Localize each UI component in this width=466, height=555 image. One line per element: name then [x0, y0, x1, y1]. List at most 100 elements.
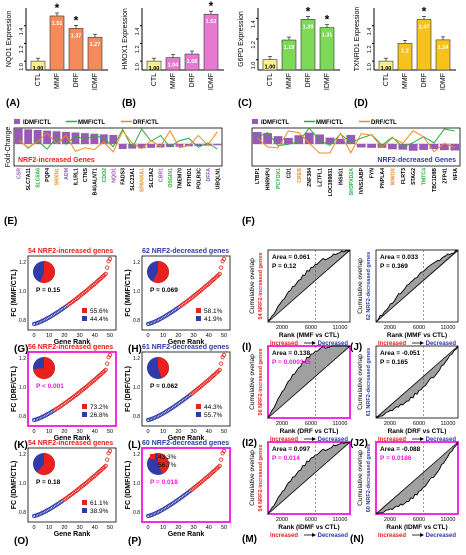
gene-label: PITHD1 [187, 168, 193, 187]
legend-swatch-down [82, 412, 87, 417]
fc-bar [194, 143, 203, 146]
x-tick-label: CTL [151, 73, 158, 86]
significance-star: * [306, 4, 311, 18]
p-value: P = 0.0186 [380, 455, 412, 462]
y-tick-label: 1.0 [133, 481, 140, 487]
y-axis-label: FC (DRF/CTL) [11, 366, 18, 412]
fc-bar [440, 143, 449, 151]
gene-label: SLC7A11 [26, 168, 32, 191]
gene-label: B4GALNT1 [92, 168, 98, 195]
data-label: 1.2 [401, 48, 409, 54]
data-point [103, 367, 108, 372]
panel-label: (C) [238, 98, 252, 109]
panel-label: (M) [242, 534, 257, 545]
y-axis-sublabel: 60 NRF2-decreased genes [366, 444, 372, 512]
data-label: 1.19 [284, 45, 295, 51]
percent-down: 44.4% [90, 316, 109, 323]
data-point [219, 265, 224, 270]
x-tick-label: 2000 [276, 517, 288, 523]
y-tick-label: 1.0 [251, 62, 257, 70]
data-label: 1.51 [52, 21, 63, 27]
decreased-label: Decreased [318, 437, 349, 443]
y-axis-label: Cumulative overlap [357, 354, 364, 410]
percent-down: 41.9% [204, 316, 223, 323]
cumulative-line [375, 249, 459, 323]
panel-label: (E) [4, 216, 17, 227]
x-tick-label: 10 [160, 429, 166, 435]
gene-label: HNRNPU [266, 168, 272, 190]
panel-label: (O) [14, 536, 28, 547]
increased-label: Increased [270, 437, 298, 443]
scatter-title: 54 NRF2-increased genes [28, 248, 113, 255]
cumulative-line [267, 250, 351, 322]
x-tick-label: 20 [175, 333, 181, 339]
gene-label: UBQLN1 [215, 168, 221, 189]
legend-swatch-down [150, 462, 155, 467]
y-axis-label: TXNRD1 Expression [354, 7, 361, 72]
scatter-panel-G: 54 NRF2-increased genes FC (MMF/CTL) Gene … [11, 248, 117, 355]
scatter-panel-K: 56 NRF2-increased genes FC (DRF/CTL) Gene … [11, 344, 117, 451]
gene-label: TMTC4 [422, 168, 428, 185]
drf-line [18, 129, 218, 153]
fc-bar [175, 143, 184, 147]
gene-label: TMEM70 [177, 168, 183, 189]
data-label: 1.27 [90, 42, 101, 48]
cumulative-panel-I2: Cumulative overlap 56 NRF2-increased gene… [242, 345, 351, 449]
percent-up: 43.3% [158, 454, 177, 461]
x-tick-label: 10 [46, 525, 52, 531]
x-tick-label: 2000 [276, 325, 288, 331]
data-point [219, 361, 224, 366]
scatter-panel-L: 61 NRF2-decreased genes FC (DRF/CTL) Gene … [125, 344, 231, 451]
panel-label: (D) [354, 98, 368, 109]
x-tick-label: 0 [146, 333, 149, 339]
area-value: Area = 0.061 [272, 254, 311, 261]
x-tick-label: 20 [175, 429, 181, 435]
decreased-label: Decreased [318, 533, 349, 539]
arrow-head [312, 437, 316, 441]
panel-tag: NRF2-increased Genes [18, 157, 95, 164]
legend-swatch-up [82, 308, 87, 313]
area-value: Area = 0.097 [272, 446, 311, 453]
gene-label: FLRT3 [401, 168, 407, 184]
gene-label: IL1RL1 [73, 168, 79, 185]
legend-swatch-up [82, 500, 87, 505]
y-tick-label: 1.0 [133, 385, 140, 391]
y-axis-label: G6PD Expression [238, 11, 245, 67]
x-tick-label: IDMF [92, 73, 99, 90]
x-tick-label: 20 [175, 525, 181, 531]
data-point [217, 463, 222, 468]
data-point [219, 457, 224, 462]
x-tick-label: MMF [54, 73, 61, 89]
x-tick-label: 20 [61, 525, 67, 531]
x-tick-label: 50 [107, 525, 113, 531]
gene-label: SH3PXD2A [349, 168, 355, 196]
x-tick-label: MMF [286, 73, 293, 89]
x-tick-label: DRF [305, 73, 312, 87]
plot-frame [141, 255, 231, 331]
y-axis-label: FC (IDMF/CTL) [11, 461, 18, 510]
fc-bar [128, 143, 137, 149]
x-axis-label: Rank (DRF vs CTL) [388, 428, 447, 435]
fc-bar [336, 138, 345, 144]
x-tick-label: 50 [107, 429, 113, 435]
x-axis-label: Rank (DRF vs CTL) [280, 428, 339, 435]
x-tick-label: DRF [421, 73, 428, 87]
gene-label: PQP4 [45, 168, 51, 182]
arrow-head [420, 341, 424, 345]
p-value: P = 0.12 [272, 263, 297, 270]
significance-star: * [55, 1, 60, 15]
pie-slice-up [158, 453, 170, 475]
fc-bar [294, 135, 304, 144]
x-axis-label: Gene Rank [54, 339, 91, 346]
x-axis-label: Rank (IDMF vs CTL) [386, 524, 447, 531]
x-tick-label: 20 [61, 333, 67, 339]
fc-bar [284, 137, 293, 144]
gene-label: INSIG1 [338, 168, 344, 185]
scatter-panel-H: 62 NRF2-decreased genes FC (MMF/CTL) Gene … [125, 248, 231, 355]
mmf-line [256, 127, 455, 148]
panel-label: (P) [128, 536, 141, 547]
gene-label: FYN [370, 168, 376, 179]
area-value: Area = -0.051 [380, 350, 421, 357]
x-tick-label: 0 [146, 525, 149, 531]
x-tick-label: 11000 [333, 421, 348, 427]
